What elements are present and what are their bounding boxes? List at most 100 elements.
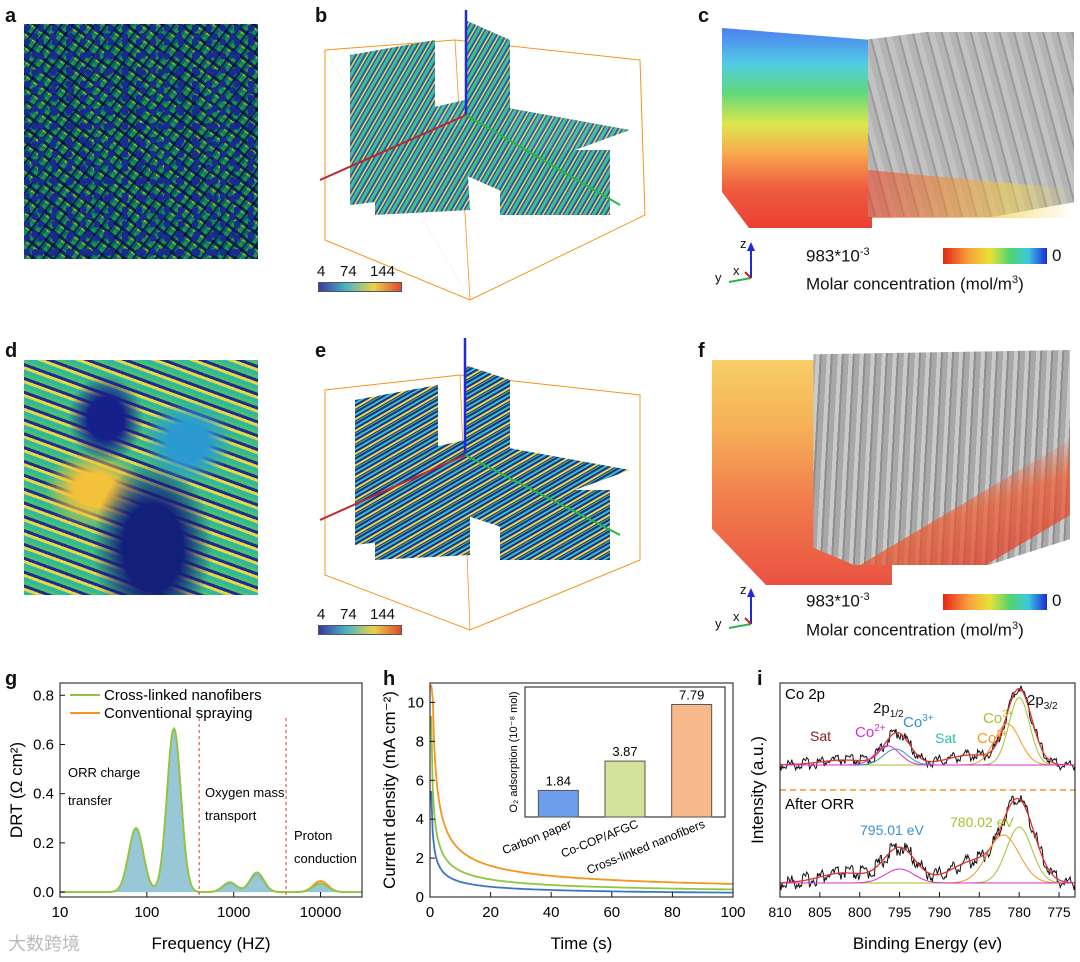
conc-max-f: 983*10-3 [806,591,870,611]
spectrum-fit-top [779,687,1075,766]
conc-colorbar-f [943,594,1047,610]
label-ev1: 795.01 eV [860,822,924,838]
xtick-label-h: 40 [543,904,560,921]
xtick-label-i: 785 [968,904,992,920]
plot-frame-g [59,682,363,898]
colorbar-e-mid: 74 [340,606,357,623]
ylabel-i: Intensity (a.u.) [748,736,767,844]
annotation-oxy-2: transport [205,808,257,823]
concentration-render-c [722,28,872,228]
xlabel-h: Time (s) [551,934,613,953]
plot-frame-i [779,682,1076,898]
chart-h: 0 20 40 60 80 100 0 2 4 6 8 10 Time (s) Current densi… [380,682,745,953]
xtick-label-g: 10000 [300,904,342,921]
annotation-proton-2: conduction [294,851,357,866]
inset-bar-value: 7.79 [679,687,704,702]
colorbar-e-max: 144 [370,606,396,623]
triad-c-z: z [740,236,747,251]
chart-i: 810 805 800 795 790 785 780 775 Binding Energy (… [748,682,1076,953]
conc-colorbar-c [943,248,1047,264]
annotation-oxy-1: Oxygen mass [205,785,285,800]
chart-g: 10 100 1000 10000 0.0 0.2 0.4 0.6 0.8 Frequency (… [7,682,363,953]
ytick-label-g: 0.2 [33,835,54,852]
spectrum-raw-bottom [779,795,1076,891]
ytick-label-g: 0.6 [33,736,54,753]
label-co3-a: Co3+ [903,713,934,731]
ylabel-g: DRT (Ω cm²) [7,742,26,838]
inset-bar-value: 1.84 [546,773,571,788]
volume-render-b [319,10,646,301]
triad-c-y: y [715,270,722,285]
xtick-label-i: 780 [1008,904,1032,920]
panel-label-f: f [698,340,705,362]
panel-label-i: i [757,668,763,690]
inset-ylabel: O₂ adsorption (10⁻⁸ mol) [508,691,520,812]
ytick-label-h: 10 [407,694,424,711]
volume-render-e [319,338,641,631]
xtick-label-h: 100 [720,904,745,921]
inset-category: Cross-linked nanofibers [585,817,707,877]
label-sat-mid: Sat [935,730,956,746]
ytick-label-g: 0.4 [33,786,54,803]
line-carbon-paper [430,790,733,894]
title-bottom-i: After ORR [785,796,854,813]
triad-f-y: y [715,616,722,631]
area-cross-linked-nanofibers [60,728,362,893]
line-co-cop-afgc [430,716,733,891]
axis-x-b [319,114,467,181]
triad-f-z: z [740,582,747,597]
axis-x-e [319,454,466,521]
ytick-label-h: 4 [416,811,424,828]
xtick-label-h: 20 [482,904,499,921]
annotation-orr-2: transfer [68,793,113,808]
colorbar-b-max: 144 [370,263,396,280]
ytick-label-g: 0.8 [33,687,54,704]
label-2p32: 2p3/2 [1027,692,1058,712]
line-cross-linked-nanofibers [60,727,362,893]
xtick-label-i: 800 [848,904,872,920]
panel-label-d: d [5,340,18,362]
xtick-label-i: 790 [928,904,952,920]
label-sat-left: Sat [810,728,831,744]
label-co2-a: Co2+ [855,723,886,741]
xtick-label-h: 0 [426,904,434,921]
inset-bar [604,760,646,818]
panel-label-b: b [315,5,328,27]
triad-f-x: x [733,609,740,624]
inset-bar [537,789,579,818]
ylabel-h: Current density (mA cm⁻²) [380,691,399,889]
legend-label-g: Conventional spraying [104,705,252,722]
annotation-orr-1: ORR charge [68,765,140,780]
panel-label-h: h [383,668,396,690]
xtick-label-g: 10 [52,904,69,921]
xlabel-i: Binding Energy (ev) [853,934,1002,953]
axis-y-b [465,114,621,206]
line-cross-linked-nanofibers [430,684,733,885]
xtick-label-i: 805 [808,904,832,920]
spectrum-fit-bottom [780,797,1075,884]
conc-min-f: 0 [1052,591,1062,610]
label-2p12: 2p1/2 [873,700,904,720]
xtick-label-i: 775 [1047,904,1071,920]
axis-triad-f [728,588,755,629]
xtick-label-g: 1000 [217,904,250,921]
component-co3-bottom [780,826,1075,884]
ytick-label-h: 0 [416,889,424,906]
colorbar-e-min: 4 [317,606,326,623]
axis-triad-c [728,242,755,283]
inset-bar [671,703,713,818]
colorbar-b-mid: 74 [340,263,357,280]
panel-label-c: c [698,5,710,27]
panel-label-a: a [5,5,17,27]
ytick-label-g: 0.0 [33,884,54,901]
micrograph-d [24,360,258,595]
label-co3-b: Co3+ [983,709,1014,727]
colorbar-b-min: 4 [317,263,326,280]
label-co2-b: Co2+ [977,729,1008,747]
xtick-label-i: 795 [888,904,912,920]
colorbar-b [318,282,402,292]
conc-min-c: 0 [1052,246,1062,265]
ytick-label-h: 6 [416,772,424,789]
ytick-label-h: 8 [416,733,424,750]
inset-bar-value: 3.87 [612,744,637,759]
